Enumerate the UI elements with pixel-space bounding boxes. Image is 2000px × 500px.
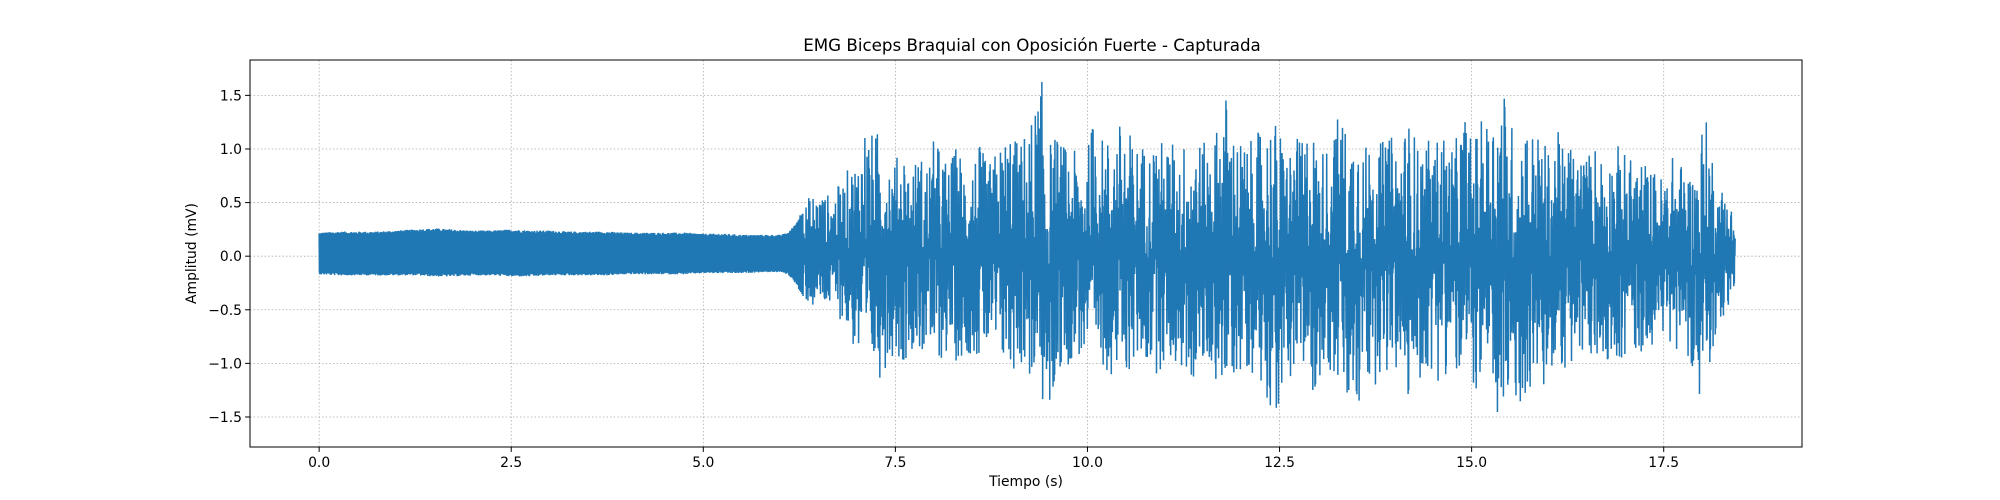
y-tick-label: 0.5 xyxy=(220,196,242,212)
x-tick-label: 10.0 xyxy=(1072,455,1103,471)
axis-ticks: 0.0 2.5 5.0 7.5 10.0 12.5 15.0 17.5 1.5 1.0 0.5 0.0… xyxy=(208,88,1679,471)
y-tick-label: 1.0 xyxy=(220,142,242,158)
signal-series xyxy=(318,82,1736,412)
y-tick-label: 0.0 xyxy=(220,249,242,265)
y-axis-label: Amplitud (mV) xyxy=(184,203,200,304)
x-tick-label: 7.5 xyxy=(884,455,906,471)
y-tick-label: −1.5 xyxy=(208,410,242,426)
x-tick-label: 2.5 xyxy=(500,455,522,471)
y-tick-label: −0.5 xyxy=(208,303,242,319)
emg-signal-line xyxy=(318,82,1736,412)
x-tick-label: 5.0 xyxy=(692,455,714,471)
y-tick-label: −1.0 xyxy=(208,356,242,372)
x-tick-label: 17.5 xyxy=(1648,455,1679,471)
plot-frame xyxy=(249,59,1803,448)
chart-title: EMG Biceps Braquial con Oposición Fuerte… xyxy=(803,35,1261,55)
x-axis-label: Tiempo (s) xyxy=(988,474,1063,490)
y-tick-label: 1.5 xyxy=(220,88,242,104)
x-tick-label: 12.5 xyxy=(1264,455,1295,471)
x-tick-label: 0.0 xyxy=(308,455,330,471)
x-tick-label: 15.0 xyxy=(1456,455,1487,471)
